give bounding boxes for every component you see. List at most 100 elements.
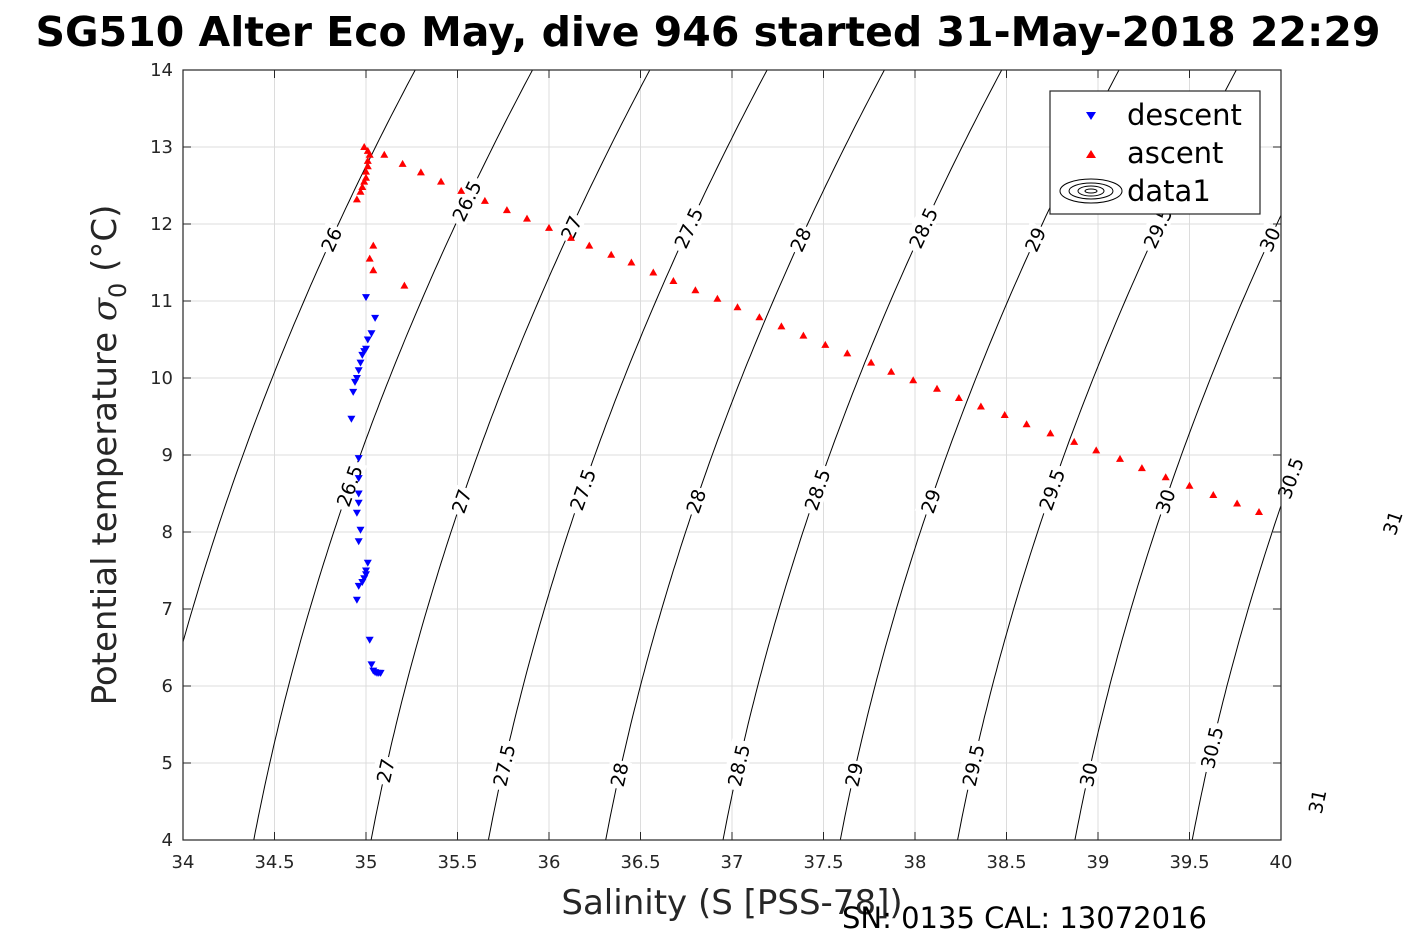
ascent-point — [649, 268, 658, 276]
ascent-point — [1022, 420, 1031, 428]
contour-label: 29 — [1021, 224, 1051, 255]
contour-label-group: 27 — [370, 754, 400, 787]
ascent-point — [480, 196, 489, 204]
y-tick-label: 12 — [150, 214, 173, 235]
contour-label-group: 30.5 — [1194, 720, 1228, 775]
y-axis-label-sigma: σ — [85, 297, 125, 321]
descent-point — [349, 388, 358, 396]
ascent-point — [1092, 446, 1101, 454]
descent-point — [363, 559, 372, 567]
y-axis-ticks: 4 5 6 7 8 9 10 11 12 13 14 — [150, 60, 1281, 851]
ascent-series — [352, 143, 1263, 515]
x-tick-label: 37.5 — [803, 852, 843, 873]
ascent-point — [1185, 481, 1194, 489]
isopycnal-26 — [183, 70, 416, 644]
descent-point — [371, 314, 380, 322]
ascent-point — [363, 156, 372, 164]
contour-label: 29.5 — [959, 742, 990, 788]
ascent-point — [954, 394, 963, 401]
ascent-point — [365, 150, 374, 158]
descent-point — [354, 538, 363, 546]
contour-label-group: 26.5 — [329, 458, 368, 513]
descent-point — [354, 475, 363, 483]
contour-label-group: 28 — [604, 758, 634, 791]
contour-label-group: 29 — [839, 758, 868, 791]
x-tick-label: 40 — [1270, 852, 1293, 873]
legend: descent ascent data1 — [1049, 90, 1261, 215]
contour-label-bg — [955, 738, 989, 792]
x-axis-label: Salinity (S [PSS-78]) — [561, 883, 902, 923]
ascent-point — [362, 167, 370, 175]
contour-label-bg — [1270, 450, 1309, 506]
contour-label: 29 — [841, 761, 868, 789]
ascent-point — [416, 168, 425, 176]
descent-point — [360, 348, 369, 356]
contour-label: 30.5 — [1274, 455, 1309, 502]
isopycnal-28.5 — [722, 70, 1003, 840]
contour-label: 26.5 — [333, 463, 368, 510]
ascent-point — [1233, 499, 1242, 507]
x-tick-label: 39 — [1087, 852, 1110, 873]
contour-label-bg — [370, 754, 399, 787]
contour-label-group: 27.5 — [486, 738, 520, 792]
x-tick-label: 36 — [538, 852, 561, 873]
contour-label-bg — [444, 173, 487, 228]
y-axis-label-sub: 0 — [104, 283, 132, 298]
contour-labels: 26 26.5 27 27.5 28 28.5 29 29.5 30 26.5 27 27.5 28 28… — [314, 173, 1408, 818]
contour-label-group: 29.5 — [955, 738, 990, 792]
contour-label-group: 31 — [1376, 505, 1408, 540]
y-axis-label-main: Potential temperature — [85, 321, 125, 705]
serial-calibration-text: SN: 0135 CAL: 13072016 — [842, 901, 1207, 935]
contour-label-bg — [445, 484, 476, 518]
ascent-point — [1255, 508, 1263, 515]
descent-point — [362, 567, 370, 575]
ascent-point — [369, 266, 378, 274]
y-tick-label: 7 — [162, 599, 173, 620]
descent-point — [354, 367, 363, 375]
y-tick-label: 9 — [162, 445, 173, 466]
ascent-point — [567, 233, 575, 241]
legend-ascent-label: ascent — [1127, 136, 1223, 170]
ascent-point — [669, 277, 678, 284]
x-tick-label: 34 — [172, 852, 195, 873]
descent-point — [367, 661, 376, 669]
descent-point — [356, 526, 365, 534]
ascent-point — [365, 254, 374, 262]
contour-label: 28.5 — [801, 466, 836, 513]
descent-point — [358, 351, 367, 359]
x-tick-label: 39.5 — [1169, 852, 1209, 873]
contour-label-bg — [1302, 785, 1330, 818]
legend-descent-label: descent — [1127, 98, 1242, 132]
contour-label: 27.5 — [566, 466, 601, 513]
y-tick-label: 4 — [162, 830, 173, 851]
chart-title: SG510 Alter Eco May, dive 946 started 31… — [36, 8, 1381, 56]
ascent-point — [360, 177, 369, 185]
contour-label-group: 28.5 — [721, 738, 755, 792]
contour-label-group: 27 — [445, 484, 477, 518]
y-tick-label: 11 — [150, 291, 173, 312]
ascent-point — [821, 340, 830, 348]
descent-point — [362, 294, 370, 302]
isopycnal-31 — [1304, 39, 1417, 871]
contour-label-group: 29.5 — [1032, 462, 1070, 517]
contour-label: 28 — [607, 761, 634, 789]
ascent-point — [352, 195, 361, 203]
descent-point — [347, 415, 356, 423]
descent-point — [354, 455, 363, 463]
contour-label-group: 28 — [783, 221, 816, 257]
ascent-point — [398, 159, 407, 167]
descent-point — [363, 336, 372, 344]
descent-point — [352, 375, 361, 382]
descent-point — [356, 359, 365, 367]
y-tick-label: 5 — [162, 753, 173, 774]
contour-label-group: 28 — [679, 484, 711, 518]
legend-descent-marker — [1086, 112, 1096, 120]
contour-label-group: 31 — [1302, 785, 1331, 818]
contour-label-group: 30 — [1073, 758, 1103, 791]
descent-point — [352, 509, 361, 517]
descent-point — [362, 571, 370, 579]
contour-label: 26 — [317, 224, 347, 255]
y-axis-label-unit: (°C) — [85, 205, 125, 283]
descent-point — [367, 330, 376, 338]
y-tick-label: 13 — [150, 137, 173, 158]
